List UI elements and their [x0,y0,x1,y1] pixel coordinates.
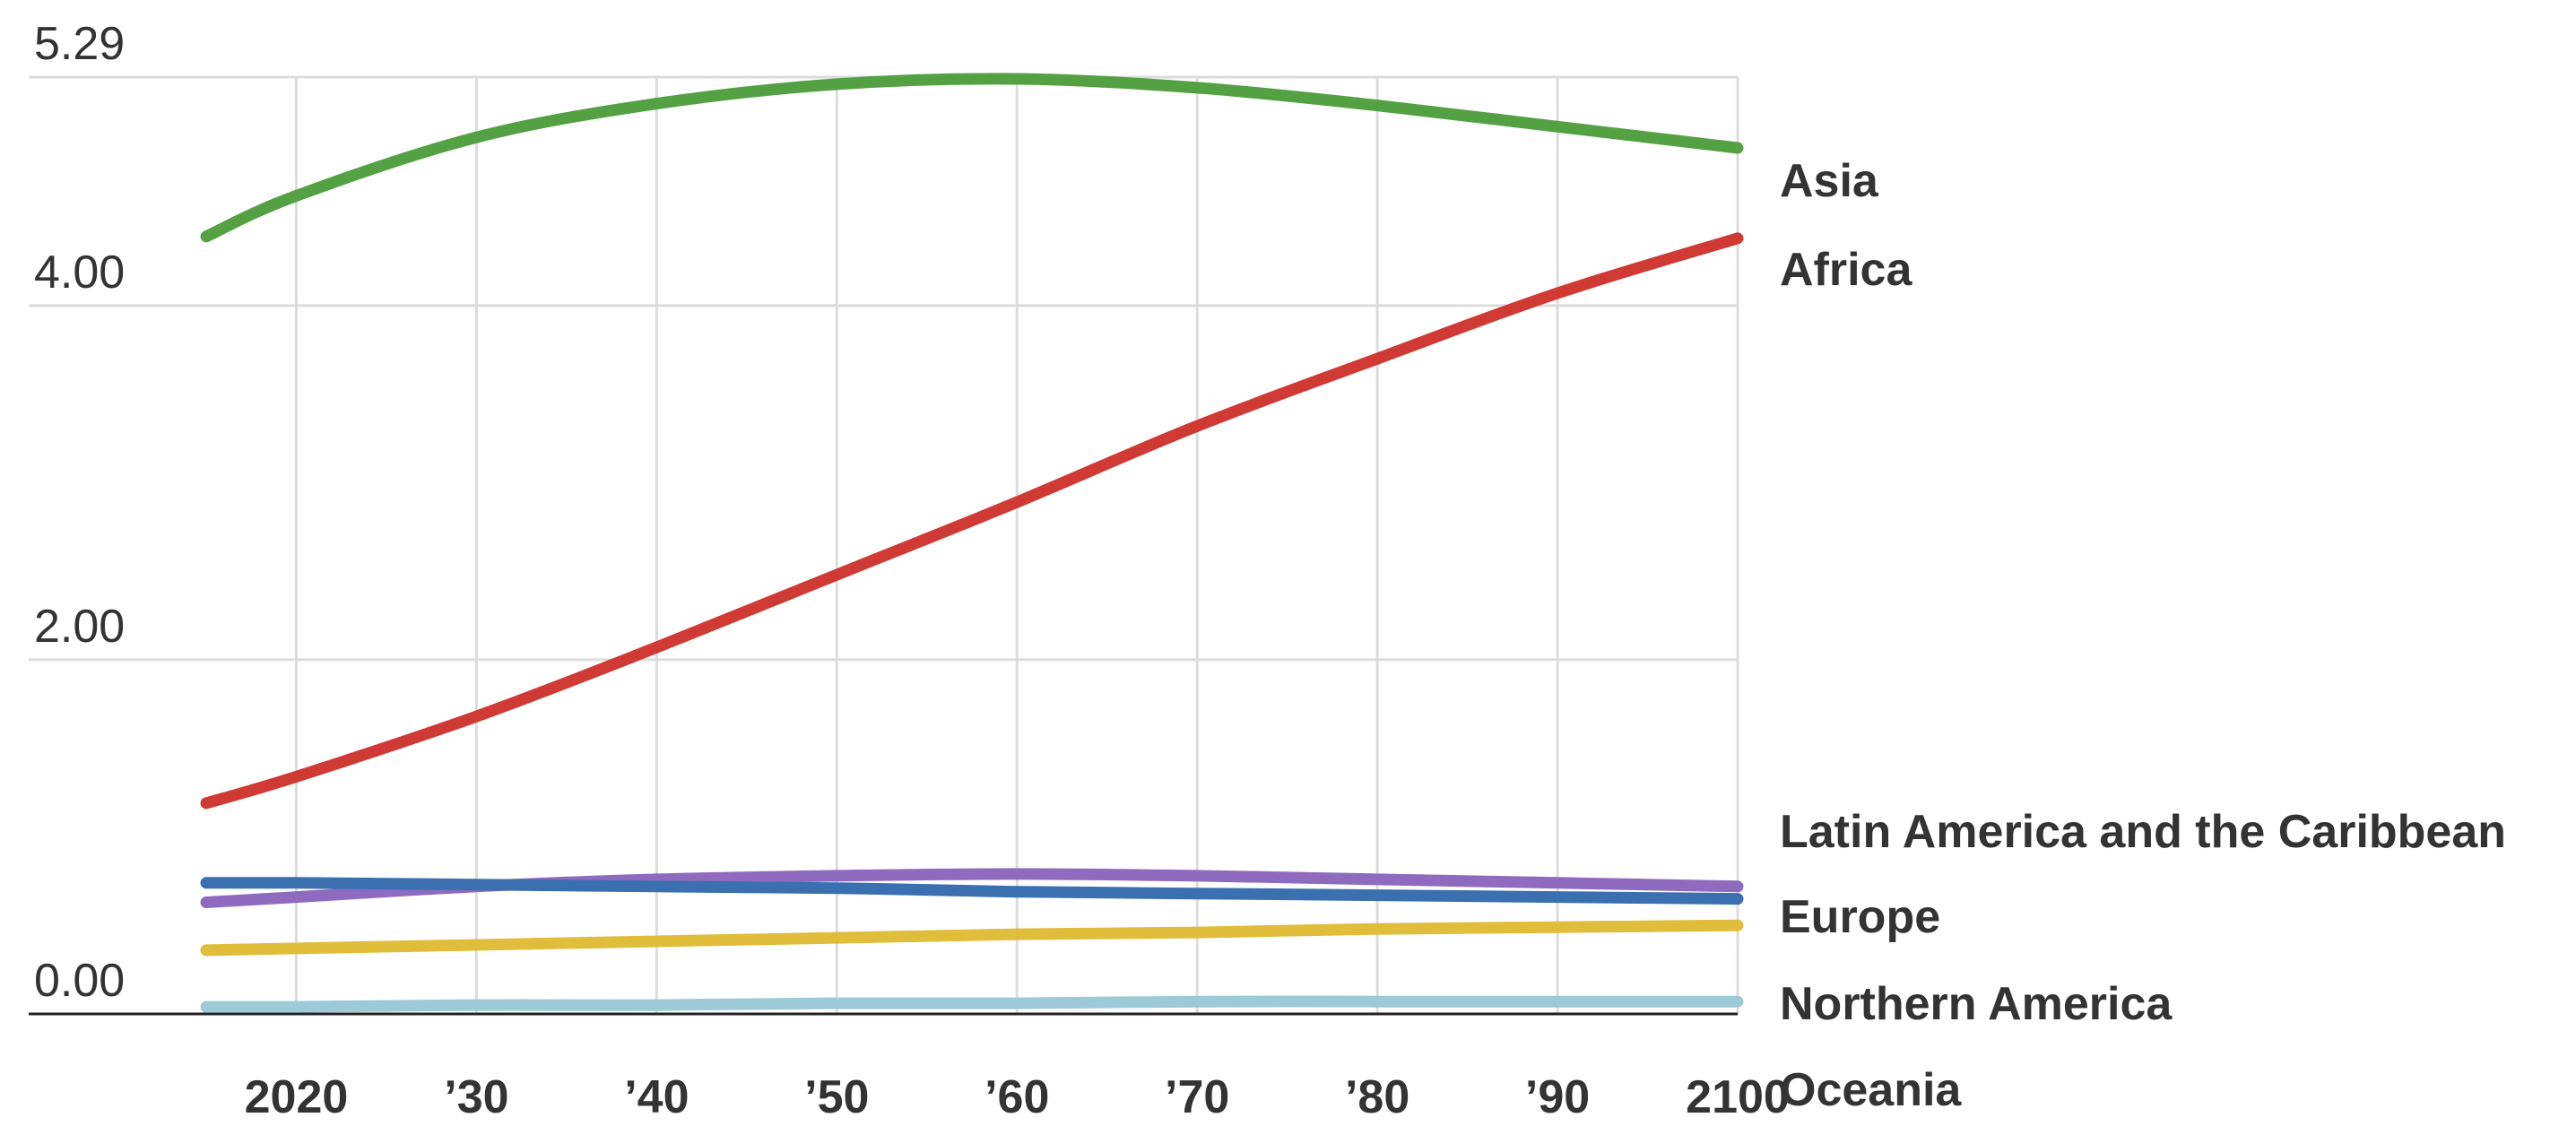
x-tick-label: ’80 [1345,1071,1409,1123]
y-tick-label: 5.29 [34,18,125,70]
x-tick-label: 2020 [245,1071,349,1123]
x-tick-label: ’60 [984,1071,1049,1123]
series-label-latin-america-and-the-caribbean: Latin America and the Caribbean [1780,806,2506,858]
series-line-oceania [206,1001,1738,1007]
y-tick-label: 0.00 [34,955,125,1007]
x-tick-label: ’40 [624,1071,689,1123]
x-tick-label: ’70 [1165,1071,1229,1123]
series-label-africa: Africa [1780,244,1912,296]
series-line-northern-america [206,925,1738,950]
x-tick-label: ’90 [1525,1071,1590,1123]
series-label-europe: Europe [1780,891,1940,943]
x-axis-ticks: 2020 ’30 ’40 ’50 ’60 ’70 ’80 ’90 2100 [245,1071,1790,1123]
series-label-northern-america: Northern America [1780,978,2173,1030]
y-axis-ticks: 0.00 2.00 4.00 5.29 [34,18,125,1007]
series-label-oceania: Oceania [1780,1064,1962,1116]
series-labels: Asia Africa Latin America and the Caribbea… [1780,155,2506,1116]
x-tick-label: ’30 [444,1071,508,1123]
series-line-asia [206,79,1738,237]
x-tick-label: ’50 [804,1071,869,1123]
series-lines [206,79,1738,1007]
y-tick-label: 2.00 [34,601,125,653]
x-tick-label: 2100 [1686,1071,1790,1123]
y-tick-label: 4.00 [34,247,125,299]
series-label-asia: Asia [1780,155,1879,207]
series-line-africa [206,238,1738,803]
